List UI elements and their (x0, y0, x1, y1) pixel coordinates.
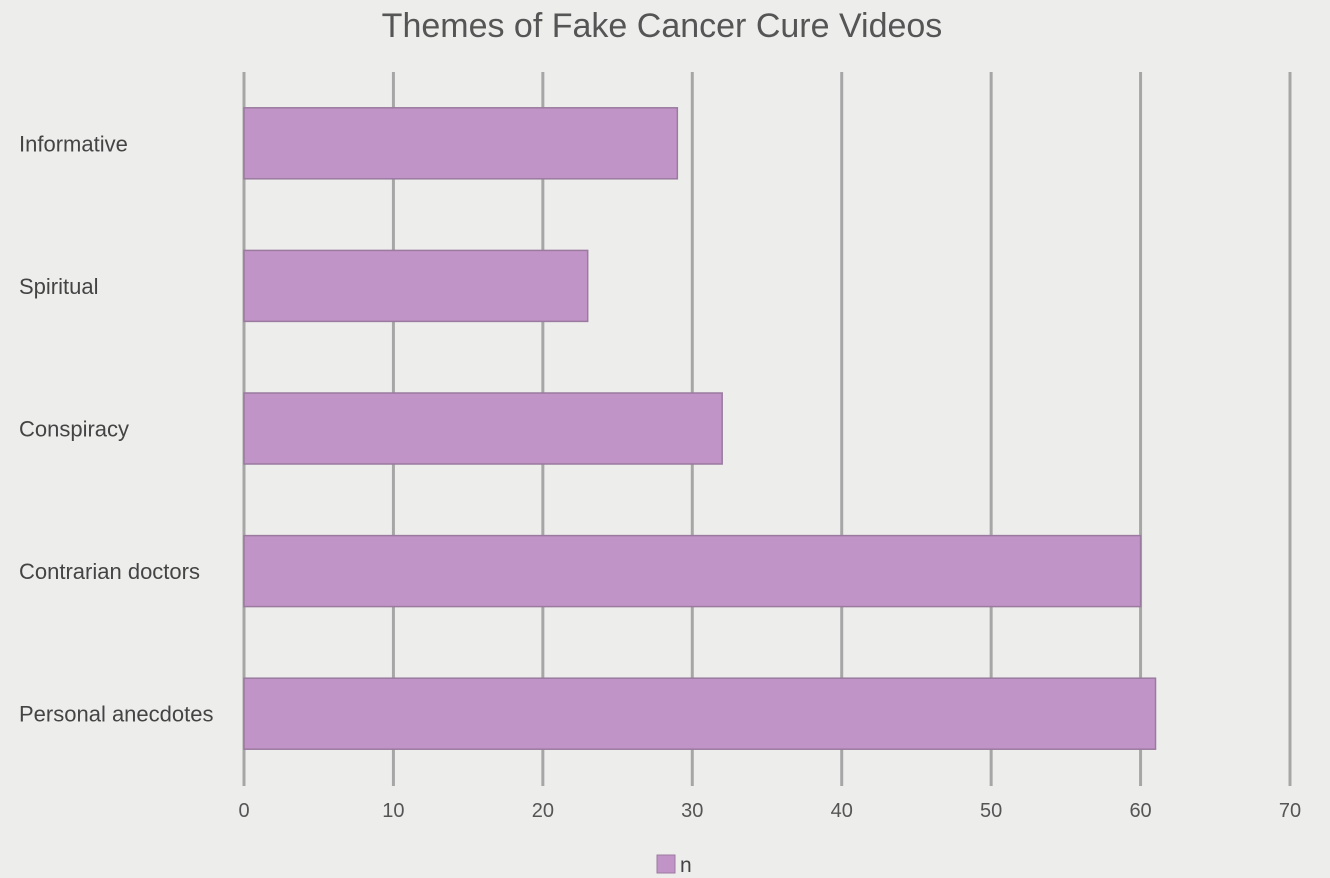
legend-label: n (680, 854, 692, 877)
legend: n (656, 854, 692, 877)
x-tick-label: 40 (831, 800, 853, 822)
chart-title: Themes of Fake Cancer Cure Videos (382, 7, 943, 45)
x-tick-label: 70 (1279, 800, 1301, 822)
category-label: Personal anecdotes (19, 702, 213, 727)
bars-layer (243, 107, 1157, 750)
x-axis-tick-labels: 0 10 20 30 40 50 60 70 (238, 800, 1301, 822)
x-tick-label: 0 (238, 800, 249, 822)
x-tick-label: 60 (1129, 800, 1151, 822)
category-label: Conspiracy (19, 417, 129, 442)
x-tick-label: 20 (532, 800, 554, 822)
legend-swatch (656, 854, 676, 874)
x-tick-label: 10 (382, 800, 404, 822)
bar-personal-anecdotes (243, 677, 1157, 750)
category-label: Spiritual (19, 274, 98, 299)
category-labels: Informative Spiritual Conspiracy Contrarian… (19, 131, 213, 726)
x-tick-label: 30 (681, 800, 703, 822)
bar-contrarian-doctors (243, 534, 1142, 608)
bar-informative (243, 107, 679, 180)
category-label: Informative (19, 131, 128, 156)
category-label: Contrarian doctors (19, 559, 200, 584)
x-tick-label: 50 (980, 800, 1002, 822)
bar-conspiracy (243, 392, 723, 465)
bar-spiritual (243, 249, 589, 323)
